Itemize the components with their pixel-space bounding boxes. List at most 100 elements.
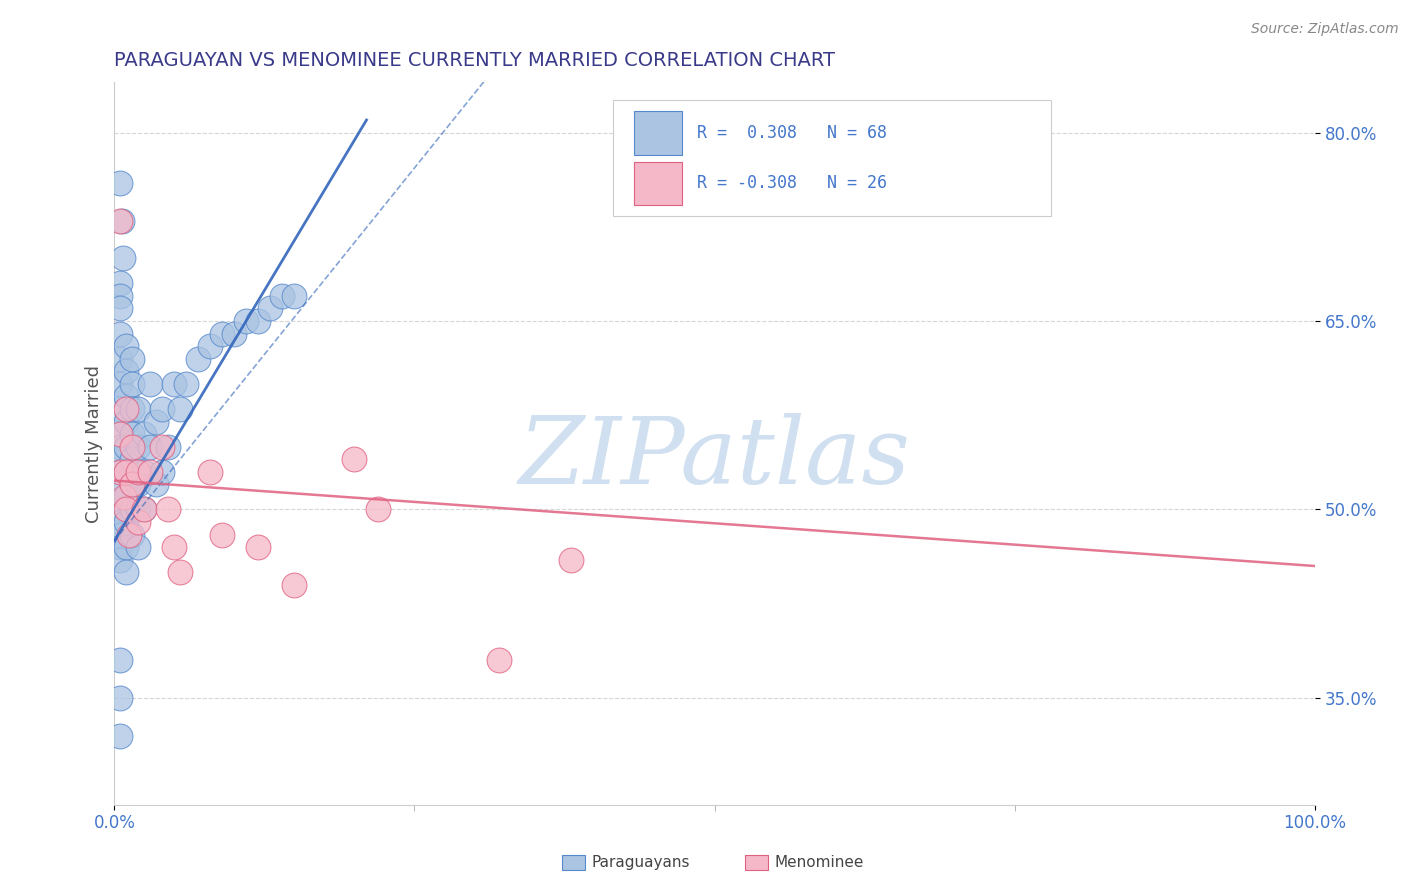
Point <box>115 440 138 454</box>
Point <box>139 440 162 454</box>
Point <box>224 326 246 341</box>
Text: R =  0.308   N = 68: R = 0.308 N = 68 <box>696 124 887 142</box>
Point <box>110 690 132 705</box>
Point <box>110 277 132 291</box>
Text: Paraguayans: Paraguayans <box>592 855 690 870</box>
Point <box>110 477 132 491</box>
Point <box>259 301 281 316</box>
Point <box>115 502 138 516</box>
Point <box>152 440 174 454</box>
Point <box>139 376 162 391</box>
Point <box>187 351 209 366</box>
Point <box>110 213 132 227</box>
Point <box>121 427 143 442</box>
Point <box>115 389 138 403</box>
Point <box>127 502 149 516</box>
Point <box>121 401 143 416</box>
Point <box>111 251 134 265</box>
Point <box>115 401 138 416</box>
Point <box>247 314 270 328</box>
Point <box>134 465 156 479</box>
Point <box>145 477 167 491</box>
Point <box>121 452 143 467</box>
Point <box>121 351 143 366</box>
Point <box>110 729 132 743</box>
FancyBboxPatch shape <box>634 161 682 205</box>
Point <box>115 415 138 429</box>
Point <box>247 540 270 554</box>
Point <box>110 502 132 516</box>
Point <box>163 376 186 391</box>
Point <box>118 527 141 541</box>
Point <box>127 477 149 491</box>
Point <box>110 351 132 366</box>
Text: PARAGUAYAN VS MENOMINEE CURRENTLY MARRIED CORRELATION CHART: PARAGUAYAN VS MENOMINEE CURRENTLY MARRIE… <box>114 51 835 70</box>
Point <box>115 364 138 378</box>
Point <box>110 515 132 529</box>
Point <box>283 289 305 303</box>
Point <box>127 465 149 479</box>
Point <box>115 515 138 529</box>
Point <box>110 176 132 190</box>
Point <box>157 440 180 454</box>
Point <box>127 540 149 554</box>
Point <box>200 465 222 479</box>
Text: R = -0.308   N = 26: R = -0.308 N = 26 <box>696 175 887 193</box>
Point <box>110 552 132 566</box>
Text: Menominee: Menominee <box>775 855 865 870</box>
Point <box>211 326 233 341</box>
Point <box>121 527 143 541</box>
Point <box>145 415 167 429</box>
Point <box>115 490 138 504</box>
Point <box>127 515 149 529</box>
Point <box>115 339 138 353</box>
FancyBboxPatch shape <box>634 112 682 154</box>
Point <box>283 578 305 592</box>
Point <box>163 540 186 554</box>
Point <box>121 502 143 516</box>
Point <box>271 289 294 303</box>
Point <box>110 376 132 391</box>
Point <box>110 465 132 479</box>
Point <box>110 440 132 454</box>
Point <box>134 502 156 516</box>
Point <box>560 552 582 566</box>
Point <box>121 376 143 391</box>
Text: Source: ZipAtlas.com: Source: ZipAtlas.com <box>1251 22 1399 37</box>
Point <box>110 401 132 416</box>
FancyBboxPatch shape <box>613 101 1050 216</box>
Point <box>121 440 143 454</box>
Point <box>115 540 138 554</box>
Point <box>110 326 132 341</box>
Point <box>169 566 191 580</box>
Point <box>110 452 132 467</box>
Point <box>134 502 156 516</box>
Point <box>110 289 132 303</box>
Y-axis label: Currently Married: Currently Married <box>86 365 103 523</box>
Point <box>211 527 233 541</box>
Point <box>176 376 198 391</box>
Point <box>152 465 174 479</box>
Point <box>235 314 257 328</box>
Point <box>139 465 162 479</box>
Point <box>200 339 222 353</box>
Point <box>152 401 174 416</box>
Point <box>121 477 143 491</box>
Point <box>115 465 138 479</box>
Point <box>115 566 138 580</box>
Point <box>169 401 191 416</box>
Point <box>110 427 132 442</box>
Point <box>110 527 132 541</box>
Point <box>110 213 132 227</box>
Point <box>367 502 389 516</box>
Point <box>110 465 132 479</box>
Point <box>121 477 143 491</box>
Point <box>110 301 132 316</box>
Text: ZIPatlas: ZIPatlas <box>519 413 911 503</box>
Point <box>488 653 510 667</box>
Point <box>110 540 132 554</box>
Point <box>343 452 366 467</box>
Point <box>115 465 138 479</box>
Point <box>157 502 180 516</box>
Point <box>110 653 132 667</box>
